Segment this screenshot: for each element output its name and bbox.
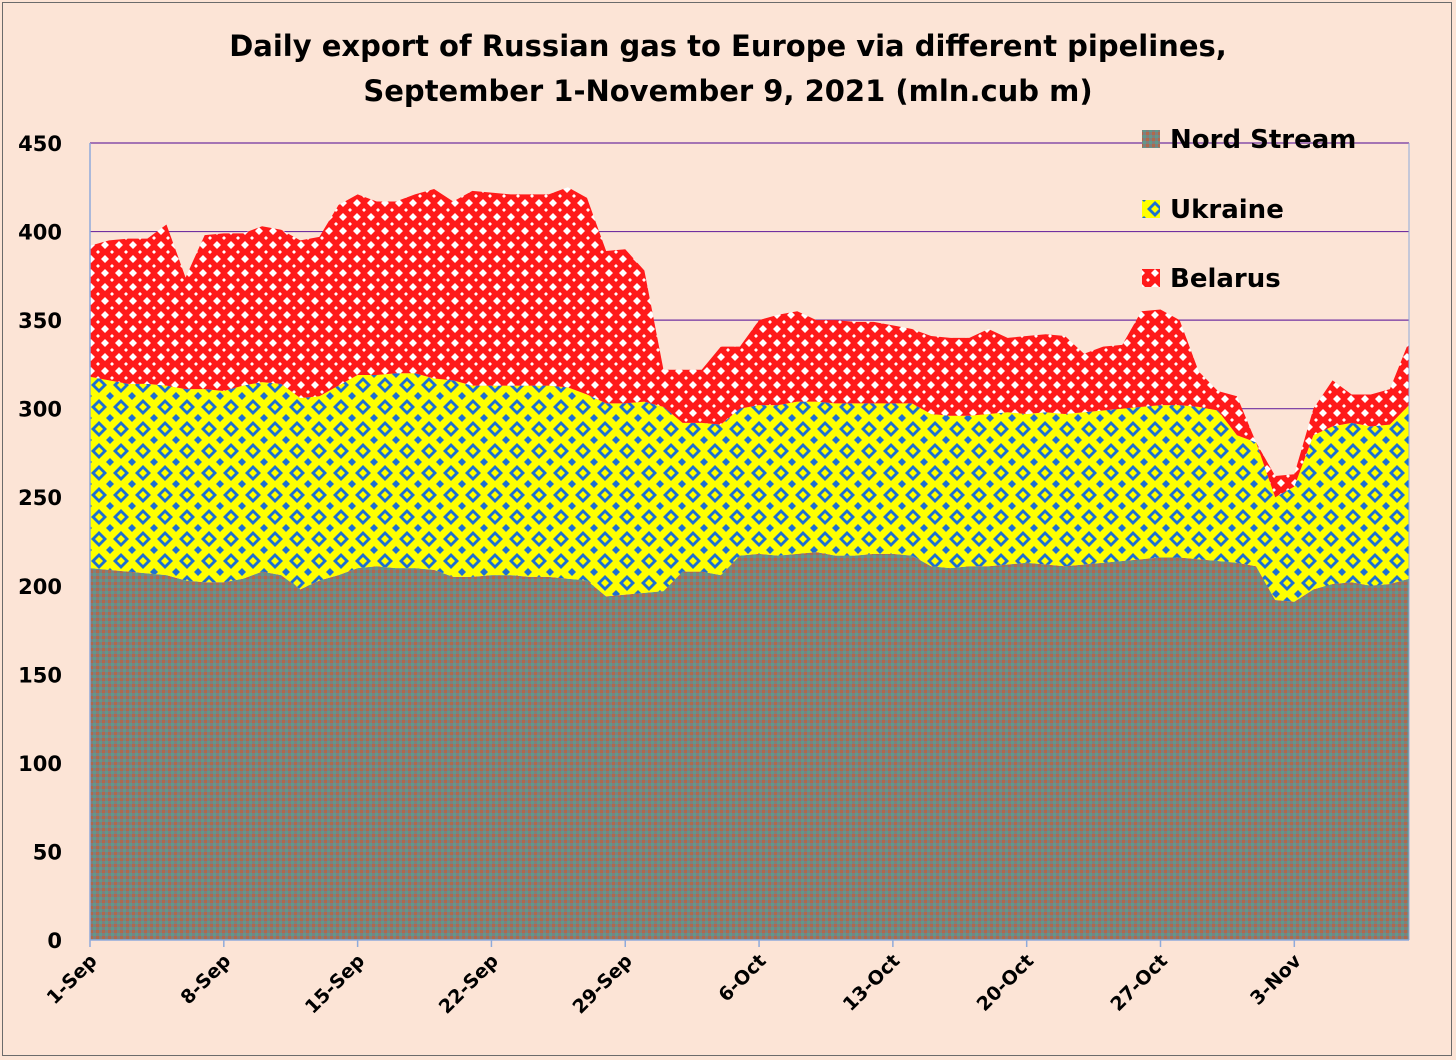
chart-title-line-2: September 1-November 9, 2021 (mln.cub m) xyxy=(363,74,1092,108)
axes xyxy=(89,143,1410,941)
legend-nord-stream-label: Nord Stream xyxy=(1170,125,1356,155)
y-tick-label-400: 400 xyxy=(18,221,62,245)
legend-nord-stream-swatch xyxy=(1142,130,1160,148)
legend-belarus: Belarus xyxy=(1142,264,1281,294)
area-nord-stream xyxy=(90,552,1409,940)
y-tick-label-0: 0 xyxy=(47,929,62,953)
y-tick-label-250: 250 xyxy=(18,486,62,510)
legend-ukraine-label: Ukraine xyxy=(1170,195,1284,225)
y-tick-label-350: 350 xyxy=(18,309,62,333)
x-tick-label-20-Oct: 20-Oct xyxy=(973,950,1039,1016)
legend: Nord Stream Ukraine Belarus xyxy=(1142,125,1356,294)
legend-nord-stream: Nord Stream xyxy=(1142,125,1356,155)
x-tick-label-27-Oct: 27-Oct xyxy=(1106,950,1172,1016)
legend-ukraine-swatch xyxy=(1142,200,1160,218)
y-tick-label-450: 450 xyxy=(18,132,62,156)
area-ukraine xyxy=(90,373,1409,602)
x-tick-labels: 1-Sep 8-Sep 15-Sep 22-Sep 29-Sep 6-Oct 13-Oct 2… xyxy=(43,940,1306,1018)
x-tick-label-6-Oct: 6-Oct xyxy=(714,950,770,1006)
x-tick-label-3-Nov: 3-Nov xyxy=(1246,950,1306,1010)
y-tick-label-200: 200 xyxy=(18,575,62,599)
y-tick-label-100: 100 xyxy=(18,752,62,776)
y-tick-label-300: 300 xyxy=(18,398,62,422)
y-tick-labels: 0 50 100 150 200 250 300 350 400 450 xyxy=(18,132,62,953)
series-areas xyxy=(90,187,1409,940)
chart-title-line-1: Daily export of Russian gas to Europe vi… xyxy=(229,29,1227,63)
x-tick-label-22-Sep: 22-Sep xyxy=(435,950,503,1018)
x-tick-label-15-Sep: 15-Sep xyxy=(301,950,369,1018)
y-tick-label-50: 50 xyxy=(33,840,62,864)
x-tick-label-8-Sep: 8-Sep xyxy=(176,950,235,1009)
y-tick-label-150: 150 xyxy=(18,663,62,687)
x-tick-label-13-Oct: 13-Oct xyxy=(839,950,905,1016)
legend-ukraine: Ukraine xyxy=(1142,195,1284,225)
legend-belarus-label: Belarus xyxy=(1170,264,1281,294)
x-tick-label-29-Sep: 29-Sep xyxy=(569,950,637,1018)
x-tick-label-1-Sep: 1-Sep xyxy=(43,950,102,1009)
area-belarus xyxy=(90,187,1409,498)
legend-belarus-swatch xyxy=(1142,269,1160,287)
